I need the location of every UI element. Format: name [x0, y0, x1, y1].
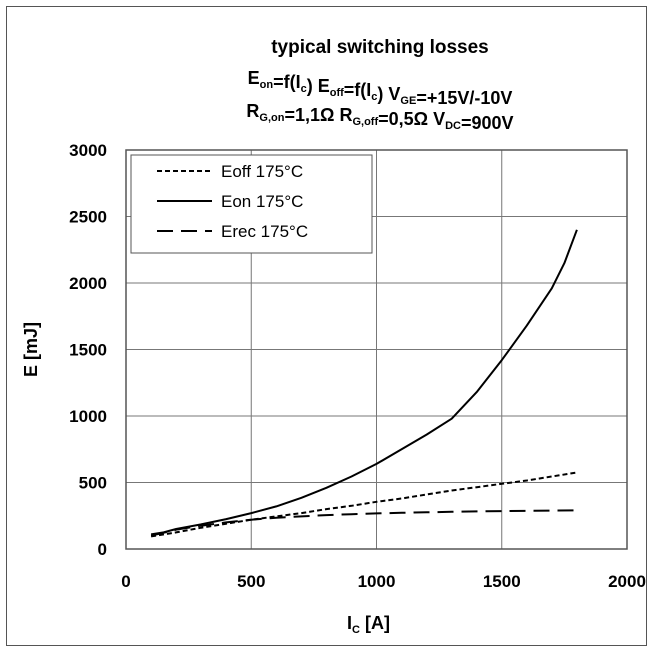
- y-tick-label: 0: [98, 540, 107, 559]
- x-tick-label: 500: [237, 572, 265, 591]
- chart-title: typical switching losses: [271, 37, 489, 58]
- y-tick-label: 1000: [69, 407, 107, 426]
- legend-label-1: Eoff 175°C: [221, 162, 303, 181]
- chart: typical switching losses Eon=f(Ic) Eoff=…: [21, 37, 646, 636]
- x-tick-labels: 0 500 1000 1500 2000: [121, 572, 646, 591]
- legend-label-3: Erec 175°C: [221, 222, 308, 241]
- chart-frame: typical switching losses Eon=f(Ic) Eoff=…: [6, 6, 647, 646]
- grid: [125, 149, 628, 550]
- y-axis-label: E [mJ]: [21, 322, 41, 377]
- x-tick-label: 0: [121, 572, 130, 591]
- series-line-3: [150, 509, 577, 537]
- x-tick-label: 1000: [358, 572, 396, 591]
- x-tick-label: 1500: [483, 572, 521, 591]
- y-tick-label: 500: [79, 474, 107, 493]
- y-tick-label: 1500: [69, 341, 107, 360]
- legend-label-2: Eon 175°C: [221, 192, 303, 211]
- chart-subtitle-line-1: Eon=f(Ic) Eoff=f(Ic) VGE=+15V/-10V: [248, 68, 513, 108]
- x-axis-label: IC [A]: [347, 613, 390, 636]
- y-tick-labels: 0 500 1000 1500 2000 2500 3000: [69, 141, 107, 559]
- chart-subtitle-line-2: RG,on=1,1Ω RG,off=0,5Ω VDC=900V: [246, 101, 513, 133]
- x-tick-label: 2000: [608, 572, 646, 591]
- legend-box: [130, 154, 373, 254]
- series-line-2: [150, 229, 578, 536]
- legend: Eoff 175°C Eon 175°C Erec 175°C: [130, 154, 373, 254]
- series-group: [150, 229, 578, 538]
- y-tick-label: 2500: [69, 208, 107, 227]
- y-tick-label: 3000: [69, 141, 107, 160]
- plot-area-border: [125, 149, 628, 550]
- y-tick-label: 2000: [69, 274, 107, 293]
